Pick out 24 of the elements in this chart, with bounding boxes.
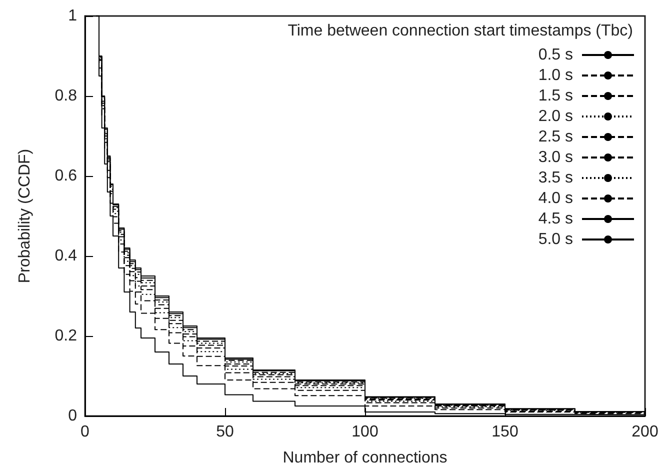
legend-label: 1.5 s	[538, 88, 573, 104]
y-tick-label: 0.8	[54, 88, 78, 104]
x-tick-label: 0	[80, 424, 90, 440]
x-tick-label: 200	[632, 424, 658, 440]
x-axis-title: Number of connections	[282, 450, 448, 466]
legend-label: 5.0 s	[538, 231, 573, 248]
legend-label: 3.0 s	[538, 149, 573, 166]
y-tick-label: 1	[68, 8, 78, 24]
legend-label: 4.0 s	[538, 190, 573, 207]
legend-label: 0.5 s	[538, 46, 573, 64]
y-tick-label: 0.2	[54, 328, 78, 344]
x-tick-label: 100	[352, 424, 378, 440]
legend-label: 4.5 s	[538, 210, 573, 228]
y-tick-label: 0	[68, 408, 78, 424]
legend-title: Time between connection start timestamps (Tbc)	[288, 22, 633, 40]
legend-label: 2.5 s	[538, 128, 573, 146]
x-tick-label: 150	[492, 424, 518, 440]
x-tick-label: 50	[216, 424, 234, 440]
legend-label: 2.0 s	[538, 108, 573, 125]
y-tick-label: 0.6	[54, 168, 78, 184]
legend-label: 1.0 s	[538, 67, 573, 84]
y-tick-label: 0.4	[54, 248, 78, 264]
legend-label: 3.5 s	[538, 170, 573, 186]
y-axis-title: Probability (CCDF)	[16, 148, 34, 284]
